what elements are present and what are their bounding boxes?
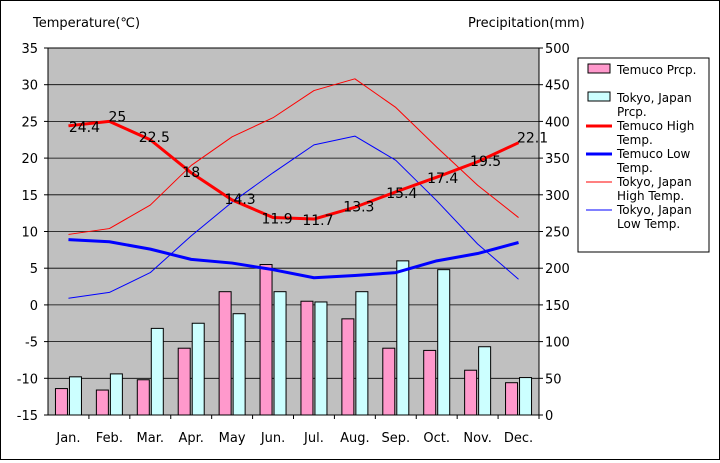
legend-label: Temp. [616,161,653,175]
y-right-tick-label: 250 [545,226,570,241]
y-right-tick-label: 150 [545,299,570,314]
y-left-tick-label: 35 [21,42,38,57]
y-right-tick-label: 300 [545,189,570,204]
bar-temuco-prcp [259,264,273,416]
data-label-temuco-high: 25 [108,109,126,125]
y-right-tick-label: 0 [545,409,553,424]
legend-label: Low Temp. [617,217,680,231]
y-right-tick-label: 450 [545,79,570,94]
bar-tokyo-prcp [191,322,205,416]
bar-temuco-prcp [423,349,437,416]
y-left-tick-label: -5 [25,336,38,351]
x-tick-label: Apr. [178,431,203,446]
bar-tokyo-prcp [232,313,246,416]
legend-label: Temuco High [616,119,694,133]
y-right-tick-label: 100 [545,336,570,351]
legend-label: High Temp. [617,189,684,203]
x-tick-label: Dec. [504,431,533,446]
y-left-tick-label: -10 [17,372,38,387]
x-tick-label: Jan. [55,431,80,446]
y-left-tick-label: 30 [21,79,38,94]
bar-temuco-prcp [464,369,478,416]
series-line-temuco-low-temp- [68,238,519,280]
bar-temuco-prcp [136,379,150,416]
x-tick-label: Aug. [340,431,370,446]
y-right-tick-label: 400 [545,115,570,130]
x-tick-label: Nov. [463,431,492,446]
y-left-axis-label: Temperature(℃) [32,16,140,31]
bar-temuco-prcp [54,388,68,416]
y-left-tick-label: 25 [21,115,38,130]
legend-label: Temuco Prcp. [616,63,696,77]
series-line-temuco-high-temp- [68,119,520,221]
bar-tokyo-prcp [478,346,492,416]
x-tick-label: Jun. [260,431,285,446]
bar-temuco-prcp [382,347,396,416]
data-label-temuco-high: 15.4 [386,186,417,202]
data-label-temuco-high: 17.4 [427,171,458,187]
bar-tokyo-prcp [396,260,410,416]
series-line-tokyo-japan-low-temp- [68,135,519,299]
data-label-temuco-high: 22.1 [517,131,548,147]
bar-tokyo-prcp [273,291,287,416]
legend-label: Temuco Low [616,147,691,161]
y-left-tick-label: 0 [30,299,38,314]
y-right-tick-label: 200 [545,262,570,277]
x-tick-label: Mar. [137,431,164,446]
legend-swatch [587,91,611,102]
x-tick-label: May [219,431,246,446]
y-left-tick-label: 15 [21,189,38,204]
bar-temuco-prcp [505,382,519,416]
x-tick-label: Sep. [381,431,410,446]
bar-tokyo-prcp [355,291,369,416]
x-tick-label: Jul. [303,431,324,446]
data-label-temuco-high: 22.5 [139,130,170,146]
bar-tokyo-prcp [68,376,82,416]
data-label-temuco-high: 11.9 [261,212,292,228]
data-label-temuco-high: 18 [182,165,200,181]
y-right-tick-label: 350 [545,152,570,167]
data-label-temuco-high: 19.5 [470,154,501,170]
legend-label: Prcp. [617,105,647,119]
bar-temuco-prcp [95,389,109,416]
data-label-temuco-high: 13.3 [343,199,374,215]
bar-tokyo-prcp [150,327,164,416]
legend-label: Tokyo, Japan [616,91,692,105]
data-label-temuco-high: 14.3 [225,192,256,208]
legend-swatch [587,63,611,74]
bar-temuco-prcp [177,347,191,416]
bar-temuco-prcp [341,318,355,416]
y-left-tick-label: 10 [21,226,38,241]
x-tick-label: Feb. [96,431,123,446]
series-line-tokyo-japan-high-temp- [68,78,519,235]
bar-temuco-prcp [218,291,232,416]
bar-tokyo-prcp [519,377,533,416]
data-label-temuco-high: 11.7 [302,213,333,229]
legend-label: Tokyo, Japan [616,203,692,217]
x-tick-label: Oct. [423,431,450,446]
bar-temuco-prcp [300,300,314,416]
legend-label: Temp. [616,133,653,147]
plot-area: 35302520151050-5-10-15500450400350300250… [17,42,570,446]
bar-tokyo-prcp [437,269,451,416]
legend-label: Tokyo, Japan [616,175,692,189]
bar-tokyo-prcp [314,301,328,416]
y-left-tick-label: 5 [30,262,38,277]
bar-tokyo-prcp [109,373,123,416]
y-right-axis-label: Precipitation(mm) [468,16,585,31]
data-label-temuco-high: 24.4 [69,120,100,136]
y-right-tick-label: 50 [545,372,562,387]
y-left-tick-label: -15 [17,409,38,424]
y-left-tick-label: 20 [21,152,38,167]
y-right-tick-label: 500 [545,42,570,57]
